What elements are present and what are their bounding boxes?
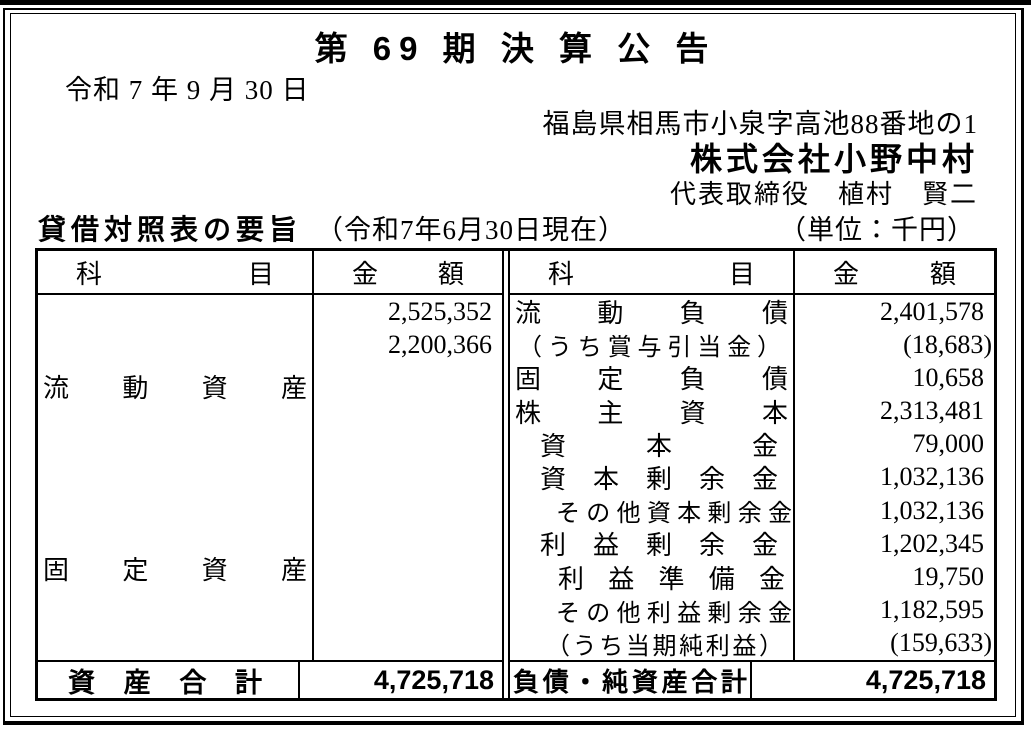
announcement-date: 令和 7 年 9 月 30 日 <box>65 75 310 105</box>
liabilities-body: 流動負債 （うち賞与引当金） 固定負債 株主資本 資本金 資本剰余金 その他資本… <box>510 295 994 660</box>
liability-row-amount: 10,658 <box>912 362 985 392</box>
liabilities-item-header-label: 科目 <box>548 259 755 289</box>
assets-total-amount: 4,725,718 <box>298 662 502 698</box>
assets-amount-header: 金額 <box>312 251 502 293</box>
liabilities-total-label: 負債・純資産合計 <box>513 666 747 697</box>
liabilities-total-row: 負債・純資産合計 4,725,718 <box>510 660 994 698</box>
equity-row-label: 利益準備金 <box>558 564 785 594</box>
liabilities-amount-header: 金額 <box>793 251 994 293</box>
equity-row-label: 資本剰余金 <box>540 465 778 495</box>
unit-note: （単位：千円） <box>779 215 975 245</box>
liabilities-header-row: 科目 金額 <box>510 251 994 295</box>
liability-row-label: 固定負債 <box>515 365 788 395</box>
assets-total-label: 資産合計 <box>68 667 262 698</box>
assets-header-row: 科目 金額 <box>38 251 502 295</box>
equity-row-label: 株主資本 <box>515 398 788 428</box>
equity-row-amount: 1,202,345 <box>880 528 984 558</box>
assets-item-header: 科目 <box>38 251 312 293</box>
equity-row-amount: 1,032,136 <box>880 495 984 525</box>
equity-row-label: その他資本剰余金 <box>556 501 792 528</box>
company-block: 福島県相馬市小泉字高池88番地の1 株式会社小野中村 代表取締役 植村 賢二 <box>20 107 1011 212</box>
equity-row-amount: 1,032,136 <box>880 462 984 492</box>
equity-row-label: （うち当期純利益） <box>546 633 783 660</box>
assets-section: 科目 金額 流動資産 固定資産 2,525,352 2,200,366 <box>38 251 504 698</box>
equity-row-amount: 19,750 <box>912 561 985 591</box>
balance-sheet-caption: 貸借対照表の要旨 （令和7年6月30日現在） （単位：千円） <box>20 214 1011 246</box>
top-rule <box>0 0 1031 5</box>
liabilities-item-column: 流動負債 （うち賞与引当金） 固定負債 株主資本 資本金 資本剰余金 その他資本… <box>510 295 793 660</box>
balance-sheet-heading: 貸借対照表の要旨 <box>38 214 303 245</box>
assets-total-row: 資産合計 4,725,718 <box>38 660 502 698</box>
liability-row-label: 流動負債 <box>515 299 788 329</box>
assets-body: 流動資産 固定資産 2,525,352 2,200,366 <box>38 295 502 660</box>
assets-amount-column: 2,525,352 2,200,366 <box>312 295 502 660</box>
equity-row-label: その他利益剰余金 <box>556 600 792 627</box>
liability-row-amount: (18,683) <box>903 329 992 359</box>
equity-row-label: 利益剰余金 <box>540 531 778 561</box>
asset-row-amount: 2,525,352 <box>388 296 492 326</box>
equity-row-amount: 1,182,595 <box>880 595 984 625</box>
page-title: 第 69 期 決 算 公 告 <box>314 30 717 67</box>
liabilities-item-header: 科目 <box>510 251 793 293</box>
asset-row-label: 流動資産 <box>43 373 307 403</box>
company-name: 株式会社小野中村 <box>689 141 978 177</box>
assets-item-column: 流動資産 固定資産 <box>38 295 312 660</box>
liabilities-amount-column: 2,401,578 (18,683) 10,658 2,313,481 79,0… <box>793 295 994 660</box>
representative-name: 代表取締役 植村 賢二 <box>669 180 978 209</box>
liabilities-amount-header-label: 金額 <box>833 259 956 289</box>
balance-sheet-table: 科目 金額 流動資産 固定資産 2,525,352 2,200,366 <box>35 248 997 701</box>
asset-row-amount: 2,200,366 <box>388 329 492 359</box>
page-content: 第 69 期 決 算 公 告 令和 7 年 9 月 30 日 福島県相馬市小泉字… <box>20 14 1011 713</box>
company-address: 福島県相馬市小泉字高池88番地の1 <box>542 109 978 139</box>
assets-item-header-label: 科目 <box>76 259 274 289</box>
equity-row-amount: 2,313,481 <box>880 396 984 426</box>
liabilities-total-amount: 4,725,718 <box>750 662 994 698</box>
liabilities-equity-section: 科目 金額 流動負債 （うち賞与引当金） 固定負債 株主資本 資本金 資本剰余金… <box>508 251 994 698</box>
assets-amount-header-label: 金額 <box>352 259 464 289</box>
equity-row-amount: (159,633) <box>890 628 992 658</box>
equity-row-label: 資本金 <box>540 431 778 461</box>
balance-sheet-as-of-date: （令和7年6月30日現在） <box>316 215 627 245</box>
equity-row-amount: 79,000 <box>912 429 985 459</box>
asset-row-label: 固定資産 <box>43 556 307 586</box>
liability-row-amount: 2,401,578 <box>880 296 984 326</box>
liability-row-label: （うち賞与引当金） <box>518 335 781 362</box>
